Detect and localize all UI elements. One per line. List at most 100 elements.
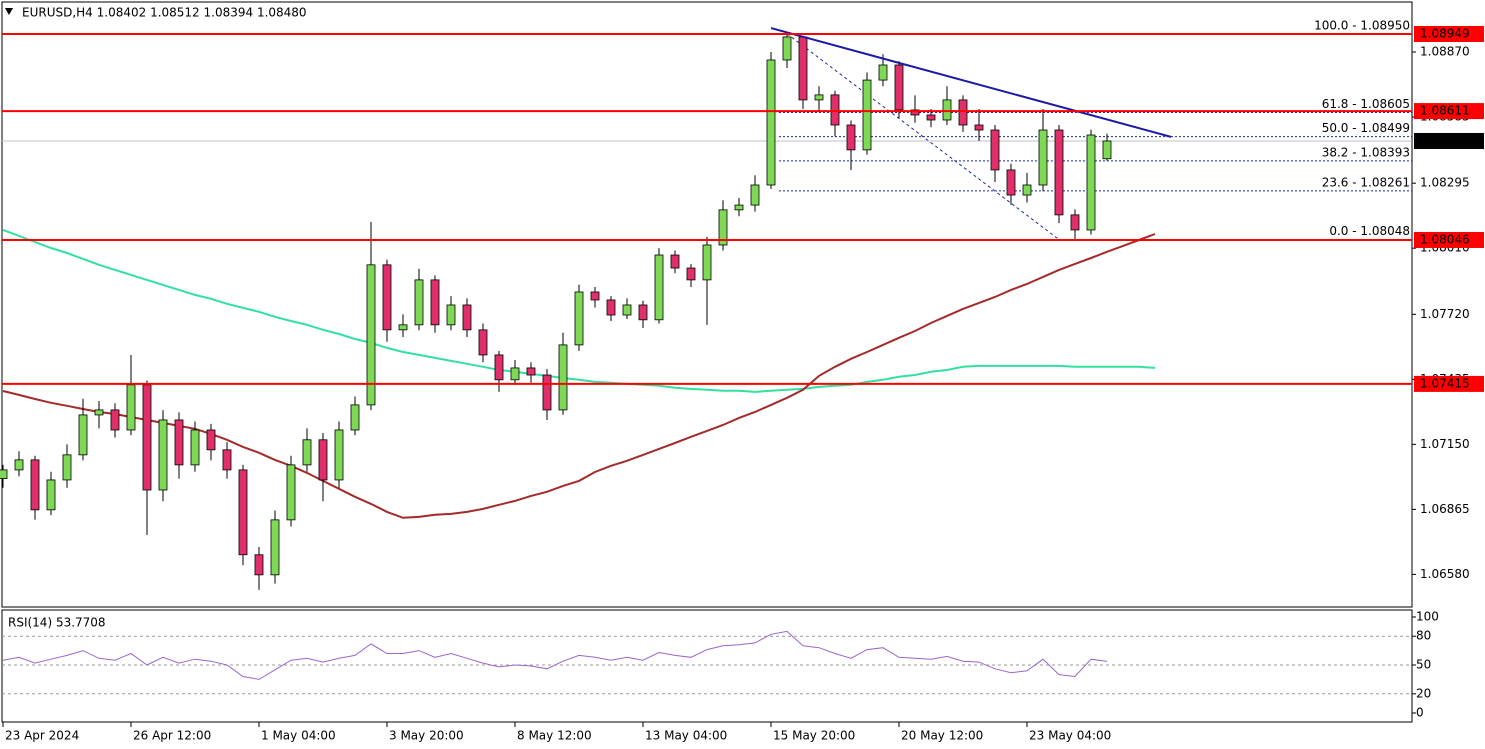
candle-body	[110, 409, 120, 431]
candle-body	[158, 419, 168, 491]
candle-body	[974, 124, 984, 131]
level-box	[1414, 375, 1484, 392]
candle-body	[734, 204, 744, 211]
candle-body	[542, 374, 552, 411]
level-label: 1.08046	[1420, 232, 1470, 246]
fib-diagonal	[786, 33, 1060, 240]
rsi-tick-label: 100	[1416, 610, 1439, 624]
candle-body	[1086, 134, 1096, 231]
x-tick-label: 23 May 04:00	[1029, 729, 1111, 743]
candle-body	[478, 329, 488, 356]
x-tick-label: 20 May 12:00	[901, 729, 983, 743]
main-frame	[1, 1, 1413, 608]
candle-body	[0, 469, 8, 479]
rsi-tick-label: 0	[1416, 706, 1424, 720]
moving-average	[2, 228, 1156, 393]
rsi-tick-label: 20	[1416, 686, 1431, 700]
y-tick-label: 1.06865	[1420, 502, 1470, 516]
candle-body	[814, 94, 824, 101]
candle-body	[1022, 184, 1032, 196]
rsi-line	[2, 630, 1108, 680]
candle-body	[798, 36, 808, 101]
candle-body	[638, 304, 648, 321]
candle-body	[558, 344, 568, 411]
candle-body	[1006, 169, 1016, 196]
candle-body	[702, 244, 712, 281]
candle-body	[590, 291, 600, 301]
fib-label: 100.0 - 1.08950	[1314, 18, 1410, 32]
x-tick-label: 8 May 12:00	[517, 729, 592, 743]
rsi-frame	[1, 609, 1413, 723]
candle-body	[398, 324, 408, 331]
candle-body	[1070, 214, 1080, 231]
candle-body	[462, 304, 472, 331]
level-box	[1414, 231, 1484, 248]
candle-body	[238, 469, 248, 556]
level-label: 1.08611	[1420, 104, 1470, 118]
candle-body	[142, 384, 152, 491]
candle-body	[46, 479, 56, 511]
candle-body	[366, 264, 376, 406]
candle-body	[222, 449, 232, 471]
candle-body	[446, 304, 456, 326]
x-tick-label: 26 Apr 12:00	[133, 729, 211, 743]
candle-body	[334, 429, 344, 481]
level-label: 1.08949	[1420, 26, 1470, 40]
candle-body	[14, 459, 24, 471]
candle-body	[926, 114, 936, 121]
candle-body	[910, 109, 920, 116]
candle-body	[1102, 140, 1112, 160]
candle-body	[62, 454, 72, 481]
candle-body	[830, 94, 840, 126]
candle-body	[494, 354, 504, 381]
chart-title: EURUSD,H4 1.08402 1.08512 1.08394 1.0848…	[22, 6, 307, 20]
rsi-title: RSI(14) 53.7708	[8, 616, 106, 630]
candle-body	[990, 129, 1000, 171]
fib-label: 38.2 - 1.08393	[1322, 145, 1410, 159]
y-tick-label: 1.08870	[1420, 45, 1470, 59]
candle-body	[350, 404, 360, 431]
candle-body	[526, 367, 536, 376]
x-tick-label: 3 May 20:00	[389, 729, 464, 743]
candle-body	[862, 79, 872, 151]
candle-body	[766, 59, 776, 186]
candle-body	[510, 367, 520, 381]
x-tick-label: 13 May 04:00	[645, 729, 727, 743]
candle-body	[174, 419, 184, 466]
candle-body	[846, 124, 856, 151]
candle-body	[254, 554, 264, 576]
fib-label: 0.0 - 1.08048	[1329, 224, 1410, 238]
candle-body	[206, 429, 216, 451]
candle-body	[958, 99, 968, 126]
candle-body	[30, 459, 40, 511]
rsi-tick-label: 50	[1416, 658, 1431, 672]
candle-body	[942, 99, 952, 121]
trendline	[770, 27, 1172, 138]
candle-body	[782, 36, 792, 61]
level-box	[1414, 103, 1484, 120]
candle-body	[302, 439, 312, 466]
level-label: 1.07415	[1420, 376, 1470, 390]
y-tick-label: 1.07720	[1420, 307, 1470, 321]
candle-body	[878, 64, 888, 81]
candle-body	[286, 464, 296, 521]
x-tick-label: 15 May 20:00	[773, 729, 855, 743]
candle-body	[270, 519, 280, 576]
current-price-box	[1414, 132, 1484, 149]
x-tick-label: 23 Apr 2024	[5, 729, 79, 743]
y-tick-label: 1.08295	[1420, 176, 1470, 190]
candle-body	[1054, 129, 1064, 216]
fib-label: 23.6 - 1.08261	[1322, 175, 1410, 189]
fib-label: 50.0 - 1.08499	[1322, 121, 1410, 135]
menu-triangle	[5, 8, 13, 15]
candle-body	[894, 64, 904, 111]
y-tick-label: 1.07150	[1420, 437, 1470, 451]
candle-body	[94, 409, 104, 416]
y-tick-label: 1.06580	[1420, 567, 1470, 581]
candle-body	[654, 254, 664, 321]
x-tick-label: 1 May 04:00	[261, 729, 336, 743]
candle-body	[414, 279, 424, 326]
rsi-tick-label: 80	[1416, 629, 1431, 643]
